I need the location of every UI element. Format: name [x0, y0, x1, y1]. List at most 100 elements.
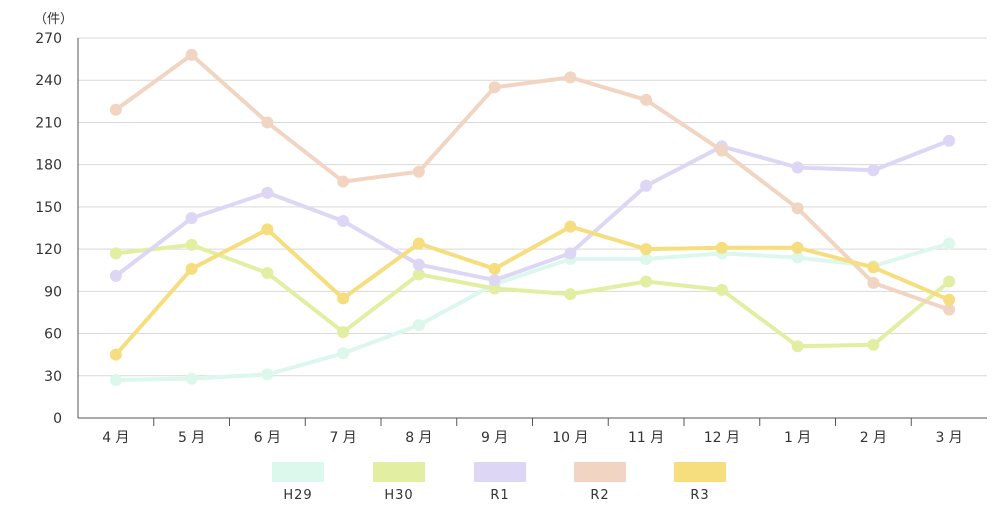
data-point-h29: [943, 237, 956, 250]
data-point-h30: [488, 282, 501, 295]
data-point-r1: [640, 179, 653, 192]
data-point-r3: [412, 237, 425, 250]
data-point-h30: [640, 275, 653, 288]
data-point-h30: [564, 288, 577, 301]
y-tick-label-180: 180: [35, 158, 62, 174]
legend-label-r2: R2: [590, 488, 610, 503]
data-point-h30: [867, 338, 880, 351]
data-point-h29: [185, 372, 198, 385]
data-point-h29: [109, 374, 122, 386]
data-point-h29: [791, 251, 804, 264]
data-point-r1: [564, 247, 577, 260]
x-tick-label-4: 7 月: [329, 430, 356, 446]
data-point-r3: [109, 348, 122, 361]
x-tick-label-1: 4 月: [102, 430, 129, 446]
data-point-r2: [261, 116, 274, 129]
series-r1: [109, 134, 956, 287]
data-point-h29: [261, 368, 274, 381]
data-point-r1: [412, 258, 425, 271]
y-tick-label-270: 270: [35, 31, 62, 47]
y-tick-label-0: 0: [53, 411, 62, 427]
data-point-r2: [867, 276, 880, 289]
legend-label-h30: H30: [384, 488, 414, 503]
x-tick-label-12: 3 月: [935, 430, 962, 446]
x-tick-label-11: 2 月: [860, 430, 887, 446]
legend-label-r1: R1: [490, 488, 510, 503]
series-h30: [109, 238, 956, 353]
data-point-h30: [791, 340, 804, 353]
series-line-r3: [113, 224, 952, 357]
y-tick-label-210: 210: [35, 115, 62, 131]
x-tick-label-7: 10 月: [552, 430, 588, 446]
y-tick-label-150: 150: [35, 200, 62, 216]
legend-label-h29: H29: [283, 488, 313, 503]
legend-item-h29: H29: [272, 462, 324, 503]
data-point-h30: [715, 283, 728, 296]
x-tick-label-2: 5 月: [178, 430, 205, 446]
x-tick-label-5: 8 月: [405, 430, 432, 446]
data-point-r1: [488, 274, 501, 287]
legend-item-r2: R2: [574, 462, 626, 503]
y-tick-label-90: 90: [44, 284, 62, 300]
data-point-r1: [185, 212, 198, 225]
x-tick-label-6: 9 月: [481, 430, 508, 446]
data-point-r3: [261, 223, 274, 236]
data-point-h30: [337, 326, 350, 339]
data-point-r1: [943, 134, 956, 147]
data-point-h30: [412, 268, 425, 281]
y-tick-label-30: 30: [44, 369, 62, 385]
data-point-r3: [488, 262, 501, 275]
legend-swatch-h30: [373, 462, 425, 482]
series-r2: [109, 48, 956, 316]
grid-lines: [78, 37, 987, 377]
data-point-h29: [337, 347, 350, 360]
legend-swatch-r2: [574, 462, 626, 482]
data-point-r2: [791, 202, 804, 215]
series-lines: [109, 48, 956, 386]
data-point-r2: [412, 165, 425, 178]
data-point-r3: [791, 241, 804, 254]
data-point-r3: [564, 220, 577, 233]
data-point-h29: [640, 252, 653, 265]
legend-item-h30: H30: [373, 462, 425, 503]
series-line-r2: [113, 52, 952, 312]
data-point-r2: [488, 81, 501, 94]
data-point-r1: [791, 161, 804, 174]
data-point-r1: [261, 186, 274, 199]
data-point-h30: [261, 267, 274, 280]
data-point-r2: [564, 71, 577, 84]
data-point-r3: [943, 293, 956, 306]
legend-swatch-h29: [272, 462, 324, 482]
y-tick-label-120: 120: [35, 242, 62, 258]
y-tick-label-240: 240: [35, 73, 62, 89]
x-tick-label-9: 12 月: [704, 430, 740, 446]
data-point-h30: [185, 238, 198, 251]
data-point-r3: [867, 261, 880, 274]
data-point-r3: [185, 262, 198, 275]
data-point-r2: [943, 303, 956, 316]
data-point-r1: [867, 164, 880, 177]
y-axis-unit-label: （件）: [34, 12, 74, 27]
y-tick-label-60: 60: [44, 327, 62, 343]
legend-swatch-r1: [474, 462, 526, 482]
data-point-r3: [337, 292, 350, 305]
series-line-r1: [113, 138, 952, 283]
data-point-r2: [337, 175, 350, 188]
legend-item-r1: R1: [474, 462, 526, 503]
data-point-r2: [640, 93, 653, 106]
data-point-r2: [715, 144, 728, 157]
legend: H29 H30 R1 R2 R3: [272, 462, 792, 508]
series-line-h29: [113, 241, 952, 382]
legend-label-r3: R3: [690, 488, 710, 503]
series-line-h30: [113, 242, 952, 349]
data-point-h30: [943, 275, 956, 288]
x-tick-label-8: 11 月: [628, 430, 664, 446]
data-point-r1: [109, 269, 122, 282]
legend-item-r3: R3: [674, 462, 726, 503]
chart-axes: 0 30 60 90 120 150 180 210 240 270 4 月 5 月 6 月 7 月 8 月…: [35, 31, 987, 446]
x-tick-label-10: 1 月: [784, 430, 811, 446]
data-point-r3: [715, 241, 728, 254]
data-point-h30: [109, 247, 122, 260]
data-point-r3: [640, 243, 653, 256]
